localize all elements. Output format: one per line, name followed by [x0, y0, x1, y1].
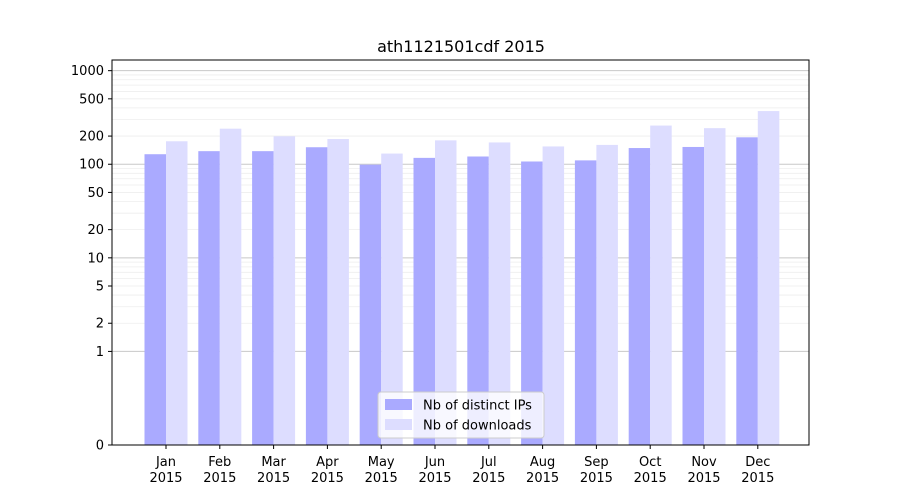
- bar-downloads: [596, 144, 618, 445]
- bar-downloads: [166, 141, 188, 446]
- x-tick-label-year: 2015: [257, 471, 290, 486]
- legend-label: Nb of downloads: [423, 419, 532, 434]
- bar-downloads: [219, 128, 242, 445]
- bar-downloads: [704, 128, 726, 445]
- bar-distinct-ips: [736, 137, 758, 445]
- x-tick-label-year: 2015: [634, 471, 667, 486]
- y-tick-label: 1000: [71, 64, 104, 79]
- bar-distinct-ips: [521, 161, 543, 445]
- bar-distinct-ips: [467, 156, 489, 446]
- x-tick-label-month: Dec: [745, 455, 770, 470]
- bar-distinct-ips: [682, 146, 704, 446]
- bar-downloads: [488, 142, 511, 445]
- legend-box: [377, 391, 545, 439]
- x-tick-label-year: 2015: [311, 471, 344, 486]
- x-tick-label-year: 2015: [687, 471, 720, 486]
- y-tick-label: 100: [79, 158, 104, 173]
- bar-distinct-ips: [305, 147, 328, 445]
- y-tick-label: 10: [87, 251, 104, 266]
- x-tick-label-month: Sep: [584, 455, 609, 470]
- bar-downloads: [273, 136, 296, 446]
- bar-downloads: [381, 153, 403, 446]
- x-tick-label-month: May: [368, 455, 395, 470]
- y-tick-label: 200: [79, 130, 104, 145]
- bar-distinct-ips: [359, 164, 382, 445]
- bar-distinct-ips: [198, 151, 220, 446]
- x-tick-label-month: Feb: [208, 455, 231, 470]
- bar-downloads: [435, 140, 457, 445]
- y-tick-label: 0: [96, 439, 104, 454]
- legend-swatch: [385, 419, 412, 430]
- y-tick-label: 500: [79, 92, 104, 107]
- y-tick-label: 1: [96, 345, 104, 360]
- x-tick-label-month: Nov: [691, 455, 717, 470]
- x-axis: Jan2015Feb2015Mar2015Apr2015May2015Jun20…: [149, 445, 774, 486]
- y-tick-label: 50: [87, 186, 104, 201]
- x-tick-label-year: 2015: [472, 471, 505, 486]
- bar-distinct-ips: [252, 151, 274, 446]
- bar-downloads: [327, 139, 349, 445]
- y-axis: 0 1 2 5 10 20 50 100 200 500 1000: [71, 64, 112, 454]
- x-tick-label-year: 2015: [203, 471, 236, 486]
- bars-layer: [144, 111, 780, 446]
- bar-downloads: [542, 146, 565, 446]
- chart-title: ath1121501cdf 2015: [377, 37, 545, 56]
- legend-swatch: [385, 399, 412, 410]
- legend-label: Nb of distinct IPs: [423, 399, 532, 414]
- bar-downloads: [757, 111, 780, 445]
- bar-distinct-ips: [413, 157, 435, 446]
- x-tick-label-month: Jun: [424, 455, 445, 470]
- x-tick-label-year: 2015: [149, 471, 182, 486]
- x-tick-label-month: Jan: [155, 455, 176, 470]
- x-tick-label-year: 2015: [741, 471, 774, 486]
- x-tick-label-year: 2015: [418, 471, 451, 486]
- bar-distinct-ips: [144, 154, 166, 446]
- x-tick-label-month: Apr: [316, 455, 339, 470]
- x-tick-label-month: Oct: [639, 455, 661, 470]
- x-tick-label-month: Jul: [480, 455, 497, 470]
- bar-distinct-ips: [628, 148, 651, 445]
- bar-distinct-ips: [574, 160, 597, 445]
- x-tick-label-year: 2015: [580, 471, 613, 486]
- x-tick-label-month: Aug: [530, 455, 555, 470]
- legend: Nb of distinct IPs Nb of downloads: [377, 391, 545, 439]
- y-tick-label: 2: [96, 317, 104, 332]
- plot-frame: [111, 59, 810, 446]
- x-tick-label-month: Mar: [261, 455, 286, 470]
- y-tick-label: 5: [96, 280, 104, 295]
- y-tick-label: 20: [87, 223, 104, 238]
- x-tick-label-year: 2015: [365, 471, 398, 486]
- bar-downloads: [650, 125, 672, 445]
- x-tick-label-year: 2015: [526, 471, 559, 486]
